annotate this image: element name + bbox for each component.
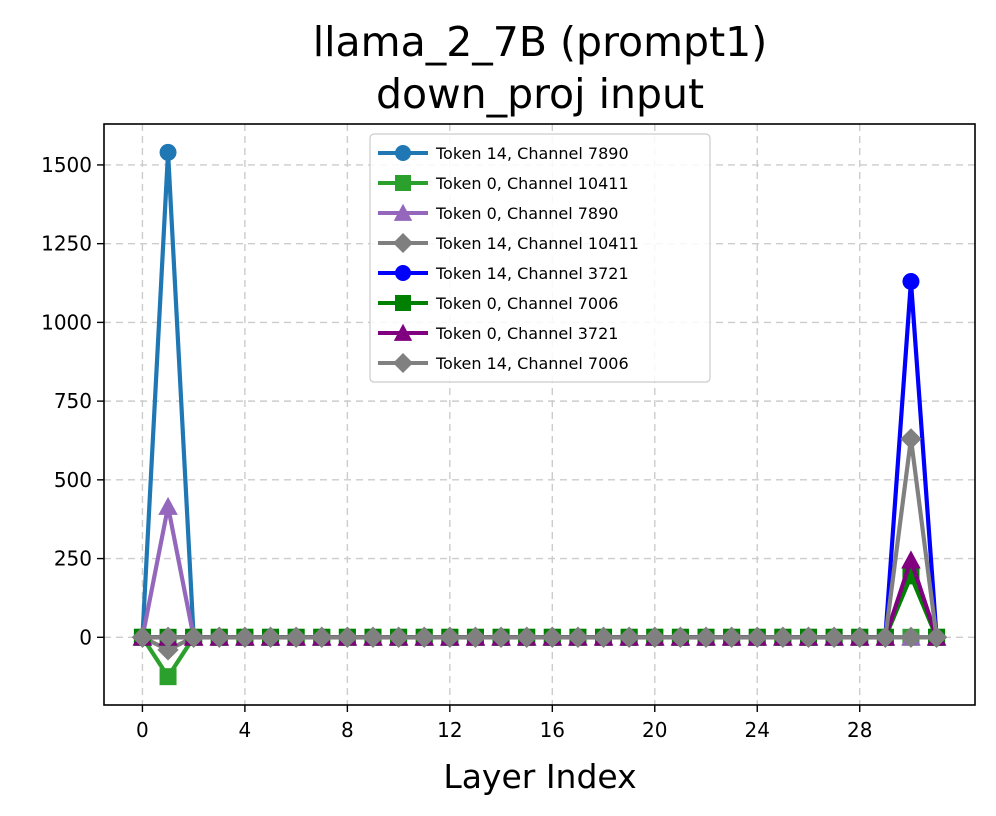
series-8 [131, 428, 948, 648]
x-tick-label: 16 [540, 718, 565, 742]
data-point [900, 428, 922, 450]
data-point [721, 626, 743, 648]
data-point [901, 550, 921, 569]
data-point [259, 626, 282, 648]
legend-label: Token 0, Channel 7890 [435, 204, 618, 223]
legend-box [369, 133, 711, 383]
x-tick-label: 24 [745, 718, 770, 742]
legend-label: Token 14, Channel 7890 [435, 144, 629, 163]
legend-label: Token 14, Channel 10411 [435, 234, 639, 253]
legend-label: Token 14, Channel 3721 [435, 264, 629, 283]
data-point [234, 626, 256, 648]
data-point [925, 626, 948, 648]
y-tick-label: 1000 [41, 310, 92, 334]
y-tick-label: 0 [79, 625, 92, 649]
data-point [311, 626, 333, 648]
y-tick-label: 750 [54, 389, 92, 413]
legend-label: Token 0, Channel 3721 [435, 324, 618, 343]
data-point [439, 626, 461, 648]
data-point [567, 626, 589, 648]
data-point [746, 626, 768, 648]
data-point [669, 626, 692, 648]
x-axis-label: Layer Index [443, 757, 636, 796]
data-point [157, 626, 179, 648]
y-tick-label: 1250 [41, 232, 92, 256]
data-point [618, 626, 640, 648]
legend-item: Token 14, Channel 3721 [378, 264, 629, 283]
x-tick-label: 8 [341, 718, 354, 742]
data-point [902, 272, 920, 290]
data-point [395, 295, 411, 311]
data-point [362, 626, 384, 648]
data-point [900, 626, 922, 648]
x-tick-label: 12 [437, 718, 462, 742]
data-point [592, 626, 615, 648]
data-point [541, 626, 563, 648]
data-point [797, 626, 820, 648]
data-point [395, 175, 411, 191]
data-point [393, 353, 413, 373]
data-point [393, 233, 413, 253]
legend-item: Token 0, Channel 7890 [378, 203, 618, 223]
data-point [849, 626, 871, 648]
y-tick-label: 250 [54, 547, 92, 571]
chart-title: llama_2_7B (prompt1) [313, 18, 767, 66]
x-tick-label: 28 [847, 718, 872, 742]
legend-item: Token 0, Channel 3721 [378, 323, 618, 343]
data-point [158, 496, 178, 515]
legend-item: Token 0, Channel 10411 [378, 174, 629, 193]
x-tick-label: 0 [136, 718, 149, 742]
legend-item: Token 14, Channel 7890 [378, 144, 629, 163]
legend-item: Token 14, Channel 7006 [378, 353, 629, 373]
data-point [413, 626, 435, 648]
axes: 0 4 8 12 16 20 24 28 0 250 500 750 1000 1250 1500 [41, 153, 872, 742]
data-point [695, 626, 717, 648]
data-point [131, 626, 154, 648]
data-point [393, 323, 413, 341]
data-point [159, 668, 177, 686]
data-point [874, 626, 896, 648]
data-point [644, 626, 666, 648]
data-point [395, 145, 411, 161]
data-point [823, 626, 845, 648]
data-point [490, 626, 512, 648]
data-point [387, 626, 410, 648]
legend-item: Token 14, Channel 10411 [378, 233, 639, 253]
legend: Token 14, Channel 7890 Token 0, Channel 1… [369, 133, 711, 383]
y-tick-label: 1500 [41, 153, 92, 177]
series-layer [131, 143, 948, 686]
plot-frame [103, 123, 976, 706]
data-point [772, 626, 794, 648]
data-point [208, 626, 230, 648]
x-tick-label: 20 [642, 718, 667, 742]
data-point [395, 265, 411, 281]
legend-label: Token 0, Channel 10411 [435, 174, 629, 193]
data-point [285, 626, 307, 648]
legend-item: Token 0, Channel 7006 [378, 294, 618, 313]
data-point [516, 626, 538, 648]
data-point [183, 626, 205, 648]
x-tick-label: 4 [239, 718, 252, 742]
chart-subtitle: down_proj input [376, 70, 704, 118]
data-point [464, 626, 487, 648]
data-point [393, 203, 413, 221]
data-point [159, 143, 177, 161]
legend-label: Token 0, Channel 7006 [435, 294, 618, 313]
data-point [336, 626, 358, 648]
legend-label: Token 14, Channel 7006 [435, 354, 629, 373]
y-tick-label: 500 [54, 468, 92, 492]
